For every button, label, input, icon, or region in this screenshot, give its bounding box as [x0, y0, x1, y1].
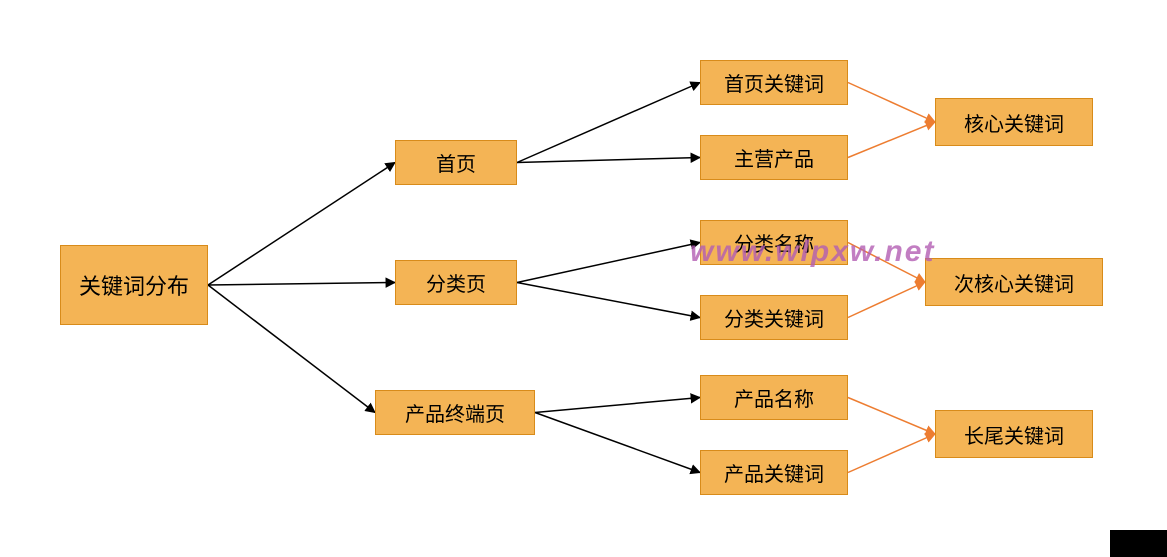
node-l2b1: 分类名称 — [700, 220, 848, 265]
node-l3a: 核心关键词 — [935, 98, 1093, 146]
edge-l1c-l2c1 — [535, 398, 700, 413]
edge-root-l1b — [208, 283, 395, 286]
edge-l1a-l2a2 — [517, 158, 700, 163]
edge-l2c2-l3c — [848, 434, 935, 473]
edge-l1a-l2a1 — [517, 83, 700, 163]
edge-l1c-l2c2 — [535, 413, 700, 473]
node-l3b: 次核心关键词 — [925, 258, 1103, 306]
node-l2c2: 产品关键词 — [700, 450, 848, 495]
node-l1a: 首页 — [395, 140, 517, 185]
node-l2a2: 主营产品 — [700, 135, 848, 180]
edge-l1b-l2b2 — [517, 283, 700, 318]
edge-l2b1-l3b — [848, 243, 925, 283]
node-l2a1: 首页关键词 — [700, 60, 848, 105]
node-root: 关键词分布 — [60, 245, 208, 325]
node-l1c: 产品终端页 — [375, 390, 535, 435]
edge-l2a2-l3a — [848, 122, 935, 158]
edge-l1b-l2b1 — [517, 243, 700, 283]
edge-root-l1c — [208, 285, 375, 413]
edge-l2a1-l3a — [848, 83, 935, 123]
node-l1b: 分类页 — [395, 260, 517, 305]
node-l2c1: 产品名称 — [700, 375, 848, 420]
node-l2b2: 分类关键词 — [700, 295, 848, 340]
edge-l2c1-l3c — [848, 398, 935, 435]
diagram-canvas: 关键词分布 首页分类页产品终端页 首页关键词主营产品分类名称分类关键词产品名称产品关… — [0, 0, 1167, 557]
node-l3c: 长尾关键词 — [935, 410, 1093, 458]
corner-black-box — [1110, 530, 1167, 557]
edge-l2b2-l3b — [848, 282, 925, 318]
edge-root-l1a — [208, 163, 395, 286]
